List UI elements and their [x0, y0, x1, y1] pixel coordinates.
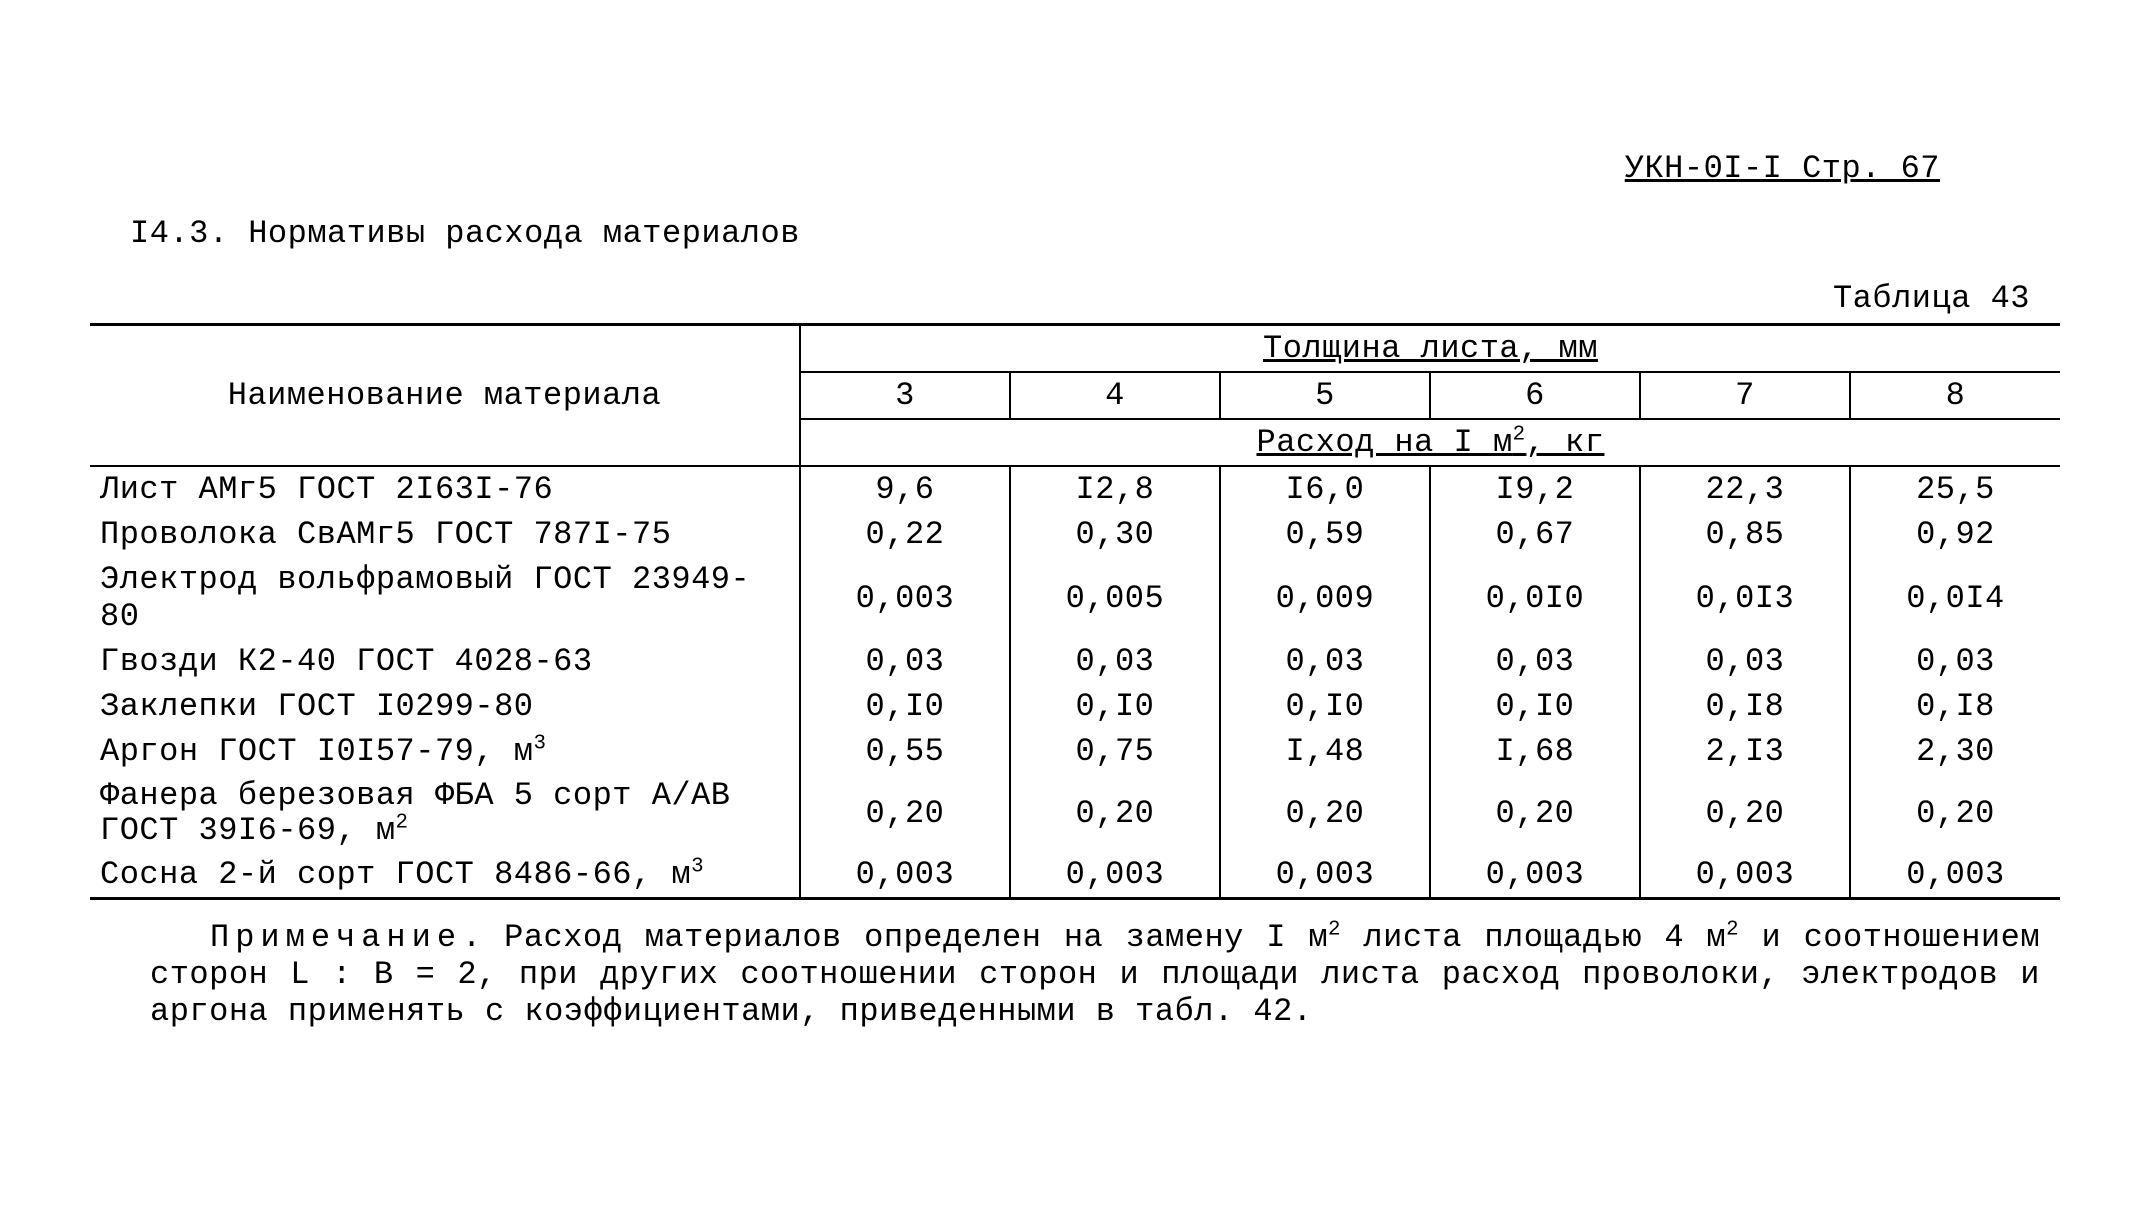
header-thickness-span: Толщина листа, мм [800, 325, 2060, 373]
footnote: Примечание. Расход материалов определен … [90, 920, 2060, 1030]
value-cell: 0,20 [1640, 774, 1850, 852]
value-cell: 9,6 [800, 466, 1010, 512]
value-cell: 0,85 [1640, 512, 1850, 557]
document-page: УКН-0I-I Стр. 67 I4.3. Нормативы расхода… [0, 0, 2150, 1031]
table-row: Фанера березовая ФБА 5 сорт А/АВГОСТ 39I… [90, 774, 2060, 852]
value-cell: 0,I0 [1430, 684, 1640, 729]
header-col-3: 3 [800, 372, 1010, 419]
value-cell: 0,I0 [1220, 684, 1430, 729]
value-cell: 0,I8 [1640, 684, 1850, 729]
value-cell: 0,0I0 [1430, 557, 1640, 639]
value-cell: I2,8 [1010, 466, 1220, 512]
value-cell: 0,75 [1010, 729, 1220, 774]
value-cell: I,48 [1220, 729, 1430, 774]
material-name: Сосна 2-й сорт ГОСТ 8486-66, м3 [90, 852, 800, 899]
header-consumption-span: Расход на I м2, кг [800, 419, 2060, 466]
table-caption: Таблица 43 [90, 280, 2060, 317]
table-row: Проволока СвАМг5 ГОСТ 787I-750,220,300,5… [90, 512, 2060, 557]
value-cell: I,68 [1430, 729, 1640, 774]
value-cell: 0,I0 [800, 684, 1010, 729]
value-cell: 0,005 [1010, 557, 1220, 639]
table-row: Электрод вольфрамовый ГОСТ 23949-800,003… [90, 557, 2060, 639]
value-cell: 0,003 [800, 557, 1010, 639]
table-row: Сосна 2-й сорт ГОСТ 8486-66, м30,0030,00… [90, 852, 2060, 899]
material-name: Электрод вольфрамовый ГОСТ 23949-80 [90, 557, 800, 639]
material-name: Лист АМг5 ГОСТ 2I63I-76 [90, 466, 800, 512]
value-cell: 0,22 [800, 512, 1010, 557]
value-cell: 0,55 [800, 729, 1010, 774]
value-cell: 0,003 [1010, 852, 1220, 899]
header-col-7: 7 [1640, 372, 1850, 419]
page-reference: УКН-0I-I Стр. 67 [90, 150, 2060, 187]
value-cell: 2,30 [1850, 729, 2060, 774]
value-cell: 0,003 [1220, 852, 1430, 899]
material-name: Проволока СвАМг5 ГОСТ 787I-75 [90, 512, 800, 557]
materials-table: Наименование материала Толщина листа, мм… [90, 323, 2060, 900]
value-cell: 0,I8 [1850, 684, 2060, 729]
value-cell: 0,03 [800, 639, 1010, 684]
value-cell: 0,I0 [1010, 684, 1220, 729]
value-cell: 22,3 [1640, 466, 1850, 512]
header-col-4: 4 [1010, 372, 1220, 419]
value-cell: 0,20 [1850, 774, 2060, 852]
material-name: Гвозди К2-40 ГОСТ 4028-63 [90, 639, 800, 684]
value-cell: 0,0I4 [1850, 557, 2060, 639]
value-cell: 0,92 [1850, 512, 2060, 557]
value-cell: 0,20 [1430, 774, 1640, 852]
table-row: Гвозди К2-40 ГОСТ 4028-630,030,030,030,0… [90, 639, 2060, 684]
table-body: Лист АМг5 ГОСТ 2I63I-769,6I2,8I6,0I9,222… [90, 466, 2060, 899]
header-col-6: 6 [1430, 372, 1640, 419]
value-cell: 0,03 [1430, 639, 1640, 684]
value-cell: 0,0I3 [1640, 557, 1850, 639]
section-title: I4.3. Нормативы расхода материалов [130, 215, 2060, 252]
material-name: Фанера березовая ФБА 5 сорт А/АВГОСТ 39I… [90, 774, 800, 852]
value-cell: 0,003 [1850, 852, 2060, 899]
header-name: Наименование материала [90, 325, 800, 467]
material-name: Заклепки ГОСТ I0299-80 [90, 684, 800, 729]
value-cell: 2,I3 [1640, 729, 1850, 774]
table-row: Лист АМг5 ГОСТ 2I63I-769,6I2,8I6,0I9,222… [90, 466, 2060, 512]
value-cell: 0,03 [1640, 639, 1850, 684]
value-cell: 0,67 [1430, 512, 1640, 557]
table-row: Аргон ГОСТ I0I57-79, м30,550,75I,48I,682… [90, 729, 2060, 774]
value-cell: 0,30 [1010, 512, 1220, 557]
value-cell: 0,03 [1010, 639, 1220, 684]
header-col-5: 5 [1220, 372, 1430, 419]
value-cell: 0,59 [1220, 512, 1430, 557]
header-col-8: 8 [1850, 372, 2060, 419]
value-cell: 0,003 [1640, 852, 1850, 899]
value-cell: 0,003 [800, 852, 1010, 899]
value-cell: 25,5 [1850, 466, 2060, 512]
value-cell: I6,0 [1220, 466, 1430, 512]
value-cell: 0,03 [1850, 639, 2060, 684]
footnote-label: Примечание [210, 919, 462, 956]
value-cell: 0,03 [1220, 639, 1430, 684]
material-name: Аргон ГОСТ I0I57-79, м3 [90, 729, 800, 774]
table-row: Заклепки ГОСТ I0299-800,I00,I00,I00,I00,… [90, 684, 2060, 729]
value-cell: 0,009 [1220, 557, 1430, 639]
value-cell: 0,20 [1010, 774, 1220, 852]
value-cell: 0,003 [1430, 852, 1640, 899]
table-header: Наименование материала Толщина листа, мм… [90, 325, 2060, 467]
value-cell: 0,20 [800, 774, 1010, 852]
value-cell: I9,2 [1430, 466, 1640, 512]
value-cell: 0,20 [1220, 774, 1430, 852]
